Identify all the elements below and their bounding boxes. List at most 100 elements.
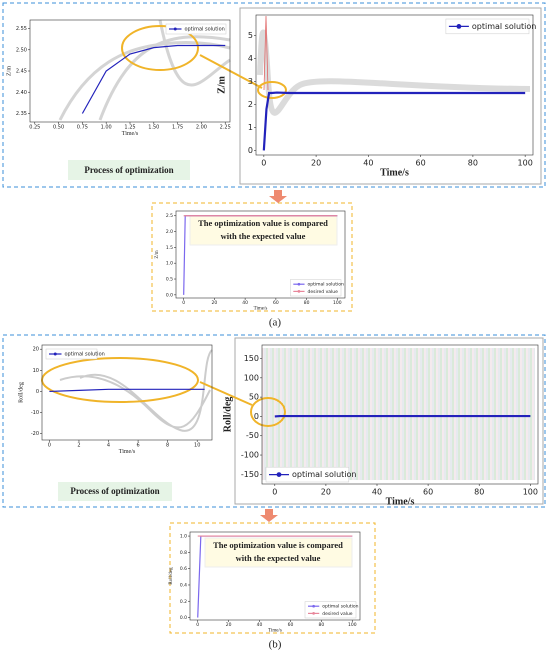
legend-box	[165, 23, 227, 35]
caption: (a)	[269, 317, 282, 329]
zoom-ellipse	[41, 357, 199, 403]
group-box	[2, 2, 546, 188]
label-box	[204, 537, 353, 568]
compare-label: The optimization value is compared	[198, 218, 328, 228]
legend-label: optimal solution	[308, 282, 344, 288]
y-axis-label: Roll/deg	[223, 397, 234, 433]
x-tick-label: 20	[226, 622, 232, 628]
y-tick-label: 1	[248, 123, 253, 132]
x-tick-label: 2	[77, 443, 80, 449]
zoom-arrow	[199, 381, 253, 406]
y-tick-label: 1.0	[180, 534, 187, 540]
legend-box	[45, 348, 98, 360]
y-tick-label: 0.8	[180, 550, 187, 556]
y-tick-label: 4	[248, 54, 253, 63]
x-tick-label: 20	[321, 488, 331, 497]
plot-area	[261, 344, 539, 485]
zoom-ellipse	[250, 397, 286, 427]
legend-marker	[312, 604, 315, 608]
x-tick-label: 0	[272, 488, 277, 497]
candidate-trajectories	[58, 19, 231, 121]
y-tick-label: 0.2	[180, 599, 187, 605]
x-tick-label: 40	[363, 159, 373, 168]
legend-marker	[276, 472, 282, 477]
x-tick-label: 0	[196, 622, 199, 628]
legend-label: desired value	[308, 289, 339, 295]
zoom-ellipse	[121, 25, 199, 71]
x-tick-label: 100	[333, 300, 342, 306]
flow-arrow	[269, 190, 287, 203]
legend-label: optimal solution	[472, 22, 536, 31]
y-tick-label: -10	[31, 410, 39, 416]
y-tick-label: 3	[248, 77, 253, 86]
panel-frame	[239, 7, 542, 185]
x-tick-label: 1.00	[101, 125, 112, 131]
flow-arrow	[260, 509, 278, 522]
x-tick-label: 60	[423, 488, 433, 497]
x-axis-label: Time/s	[122, 131, 139, 137]
x-axis-label: Time/s	[268, 628, 282, 633]
label-box	[58, 482, 172, 501]
x-tick-label: 1.50	[148, 125, 159, 131]
x-tick-label: 6	[136, 443, 139, 449]
y-tick-label: 2.35	[16, 111, 27, 117]
x-axis-label: Time/s	[254, 306, 268, 311]
y-tick-label: -100	[241, 451, 259, 460]
x-tick-label: 60	[416, 159, 426, 168]
x-tick-label: 100	[518, 159, 533, 168]
legend-label: optimal solution	[322, 604, 358, 610]
x-tick-label: 60	[273, 300, 279, 306]
process-label: Process of optimization	[84, 165, 173, 175]
x-tick-label: 40	[257, 622, 263, 628]
plot-area	[175, 210, 346, 299]
compare-label: The optimization value is compared	[213, 540, 343, 550]
x-tick-label: 0.75	[77, 125, 88, 131]
x-tick-label: 80	[318, 622, 324, 628]
zoom-ellipse	[257, 81, 287, 99]
compare-label: with the expected value	[236, 553, 321, 563]
y-tick-label: -50	[246, 431, 259, 440]
y-tick-label: 2.40	[16, 90, 27, 96]
y-axis-label: Z/m	[217, 75, 228, 93]
y-tick-label: 0.4	[180, 582, 187, 588]
compare-box	[151, 202, 353, 312]
y-tick-label: 100	[244, 373, 259, 382]
legend-label: desired value	[322, 611, 353, 617]
x-tick-label: 0.25	[29, 125, 40, 131]
x-tick-label: 0.50	[53, 125, 64, 131]
y-tick-label: 2.5	[166, 213, 173, 219]
plot-area	[255, 14, 534, 156]
x-tick-label: 100	[348, 622, 357, 628]
caption: (b)	[269, 639, 282, 651]
y-tick-label: 1.0	[166, 261, 173, 267]
legend-box	[265, 466, 350, 483]
legend-label: optimal solution	[185, 27, 225, 33]
y-tick-label: 50	[249, 393, 259, 402]
y-tick-label: 0	[254, 412, 259, 421]
series-line	[81, 44, 226, 114]
process-label: Process of optimization	[70, 486, 159, 496]
x-tick-label: 2.00	[196, 125, 207, 131]
candidate-trajectories	[262, 348, 535, 480]
candidate-trajectories	[257, 29, 531, 116]
x-tick-label: 0	[48, 443, 51, 449]
x-tick-label: 0	[261, 159, 266, 168]
x-tick-label: 80	[468, 159, 478, 168]
compare-label: with the expected value	[221, 231, 306, 241]
legend-marker	[297, 290, 301, 293]
plot-area	[41, 344, 213, 441]
legend-box	[445, 18, 530, 35]
label-box	[68, 160, 190, 180]
y-tick-label: 2.45	[16, 69, 27, 75]
y-axis-label: Z/m	[155, 250, 160, 258]
panel-frame	[234, 337, 544, 505]
y-tick-label: 0.6	[180, 566, 187, 572]
x-tick-label: 1.25	[124, 125, 135, 131]
legend-label: optimal solution	[65, 352, 105, 358]
x-tick-label: 80	[304, 300, 310, 306]
candidate-trajectories	[263, 15, 269, 91]
y-tick-label: -20	[31, 431, 39, 437]
x-axis-label: Time/s	[380, 168, 409, 179]
series-line	[262, 91, 526, 151]
